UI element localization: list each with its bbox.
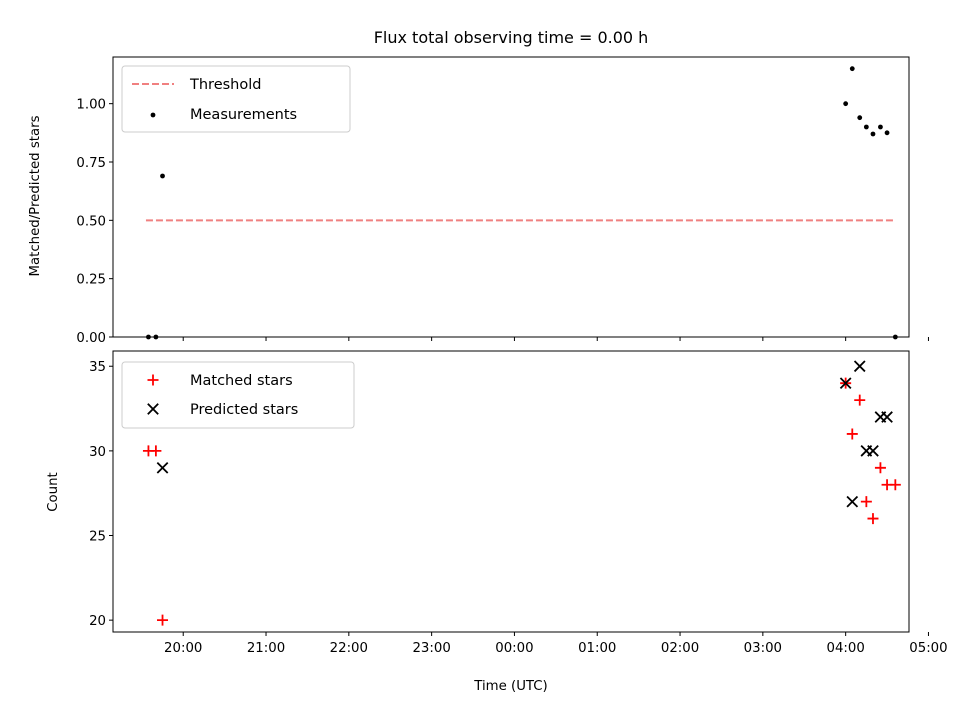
y-tick-label: 0.25: [76, 273, 106, 288]
top-plot-area: [145, 66, 898, 340]
bottom-panel: Count Time (UTC) 20 25 30 35 20:00 21:00 22:00…: [46, 350, 948, 694]
y-tick-label: 25: [89, 530, 106, 545]
bottom-plot-area: [142, 360, 901, 626]
predicted-star-point: [881, 411, 893, 423]
measurements-legend-swatch: [150, 112, 156, 118]
y-tick-label: 1.00: [76, 98, 106, 113]
predicted-star-point: [846, 495, 859, 508]
top-panel: Flux total observing time = 0.00 h Match…: [28, 28, 929, 346]
x-tick-label: 03:00: [744, 641, 782, 656]
measurement-point: [849, 66, 855, 72]
bottom-ticks: 20 25 30 35 20:00 21:00 22:00 23:00 00:00 01:00 02…: [89, 360, 948, 656]
matched-stars-legend-label: Matched stars: [190, 373, 293, 389]
x-tick-label: 05:00: [909, 641, 947, 656]
measurement-point: [870, 131, 876, 137]
matched-star-point: [867, 513, 879, 525]
top-panel-title: Flux total observing time = 0.00 h: [374, 28, 649, 47]
top-axes-frame: [112, 56, 910, 338]
x-tick-label: 00:00: [495, 641, 533, 656]
y-tick-label: 0.50: [76, 214, 106, 229]
x-tick-label: 02:00: [661, 641, 699, 656]
x-tick-label: 23:00: [412, 641, 450, 656]
predicted-stars-legend-swatch: [147, 403, 159, 415]
top-y-axis-label: Matched/Predicted stars: [28, 115, 43, 276]
y-tick-label: 35: [89, 360, 106, 375]
bottom-legend-box: [121, 361, 355, 429]
x-tick-label: 21:00: [247, 641, 285, 656]
y-tick-label: 0.75: [76, 156, 106, 171]
x-tick-label: 20:00: [164, 641, 202, 656]
bottom-legend: Matched stars Predicted stars: [121, 361, 355, 429]
matched-star-point: [874, 462, 886, 474]
matched-star-point: [889, 479, 901, 491]
measurement-point: [878, 124, 883, 130]
matched-star-point: [150, 445, 162, 457]
top-ticks: 0.00 0.25 0.50 0.75 1.00: [76, 98, 929, 346]
threshold-legend-label: Threshold: [189, 77, 261, 93]
predicted-star-point: [839, 377, 852, 389]
bottom-y-axis-label: Count: [46, 472, 61, 512]
matched-star-point: [846, 428, 858, 440]
y-tick-label: 30: [89, 445, 106, 460]
x-axis-label: Time (UTC): [473, 679, 548, 694]
measurement-point: [843, 101, 849, 107]
matched-stars-legend-swatch: [147, 374, 159, 386]
x-tick-label: 22:00: [330, 641, 368, 656]
matched-star-point: [854, 394, 866, 406]
measurement-point: [857, 115, 863, 121]
y-tick-label: 0.00: [76, 331, 106, 346]
x-tick-label: 01:00: [578, 641, 616, 656]
top-legend-box: [121, 65, 351, 133]
predicted-star-point: [156, 461, 169, 474]
bottom-axes-frame: [112, 350, 910, 633]
measurements-legend-label: Measurements: [190, 107, 297, 123]
measurement-point: [863, 124, 869, 130]
top-legend: Threshold Measurements: [121, 65, 351, 133]
predicted-star-point: [853, 360, 866, 373]
predicted-stars-legend-label: Predicted stars: [190, 402, 298, 418]
matched-star-point: [157, 614, 169, 626]
matched-star-point: [860, 496, 872, 508]
measurement-point: [884, 130, 890, 136]
measurement-point: [160, 173, 165, 179]
y-tick-label: 20: [89, 614, 106, 629]
predicted-star-point: [867, 445, 879, 457]
x-tick-label: 04:00: [826, 641, 864, 656]
